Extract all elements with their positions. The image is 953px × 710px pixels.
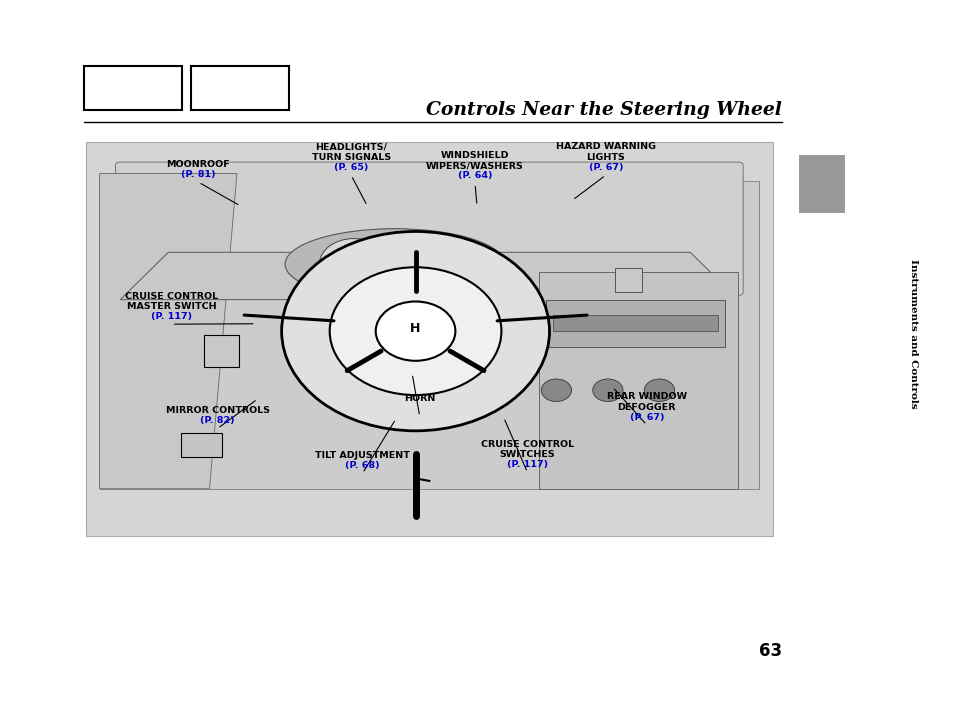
Text: Instruments and Controls: Instruments and Controls <box>908 259 918 408</box>
Text: Controls Near the Steering Wheel: Controls Near the Steering Wheel <box>426 102 781 119</box>
Circle shape <box>319 239 388 290</box>
Text: MOONROOF: MOONROOF <box>167 160 230 169</box>
Bar <box>614 268 641 292</box>
Text: 63: 63 <box>759 643 781 660</box>
Bar <box>799 155 844 213</box>
Bar <box>553 315 717 331</box>
Text: CRUISE CONTROL
SWITCHES: CRUISE CONTROL SWITCHES <box>480 440 574 459</box>
Circle shape <box>281 231 549 431</box>
Text: TILT ADJUSTMENT: TILT ADJUSTMENT <box>314 451 410 460</box>
Text: MIRROR CONTROLS: MIRROR CONTROLS <box>165 406 270 415</box>
Polygon shape <box>99 173 236 488</box>
Text: (P. 117): (P. 117) <box>151 312 193 321</box>
Bar <box>86 142 772 536</box>
Bar <box>180 433 222 457</box>
Text: HEADLIGHTS/
TURN SIGNALS: HEADLIGHTS/ TURN SIGNALS <box>312 143 390 162</box>
Text: (P. 67): (P. 67) <box>588 163 622 172</box>
Bar <box>204 335 238 367</box>
Circle shape <box>540 379 571 401</box>
Text: (P. 65): (P. 65) <box>334 163 368 172</box>
Text: H: H <box>410 322 420 335</box>
Text: (P. 82): (P. 82) <box>200 416 234 425</box>
Bar <box>545 300 724 347</box>
Bar <box>84 66 182 110</box>
Text: HAZARD WARNING
LIGHTS: HAZARD WARNING LIGHTS <box>556 143 655 162</box>
Text: CRUISE CONTROL
MASTER SWITCH: CRUISE CONTROL MASTER SWITCH <box>125 292 218 311</box>
Text: (P. 68): (P. 68) <box>345 461 379 470</box>
Circle shape <box>643 379 674 401</box>
Text: WINDSHIELD
WIPERS/WASHERS: WINDSHIELD WIPERS/WASHERS <box>426 151 523 170</box>
Circle shape <box>375 302 455 361</box>
Text: (P. 64): (P. 64) <box>457 171 492 180</box>
Text: (P. 117): (P. 117) <box>506 460 548 469</box>
Circle shape <box>330 267 501 395</box>
Ellipse shape <box>285 229 504 300</box>
FancyBboxPatch shape <box>115 162 742 295</box>
Text: REAR WINDOW
DEFOGGER: REAR WINDOW DEFOGGER <box>606 393 686 412</box>
Bar <box>538 272 738 488</box>
Circle shape <box>401 239 470 290</box>
Text: (P. 67): (P. 67) <box>629 413 663 422</box>
Bar <box>99 181 759 488</box>
Text: HORN: HORN <box>404 393 435 403</box>
Circle shape <box>592 379 622 401</box>
Bar <box>191 66 289 110</box>
Text: (P. 81): (P. 81) <box>181 170 215 179</box>
Polygon shape <box>120 252 738 300</box>
